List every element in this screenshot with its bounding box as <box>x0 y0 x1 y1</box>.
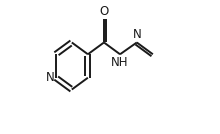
Text: O: O <box>99 5 109 18</box>
Text: N: N <box>46 71 54 84</box>
Text: N: N <box>132 28 141 41</box>
Text: NH: NH <box>111 56 129 69</box>
